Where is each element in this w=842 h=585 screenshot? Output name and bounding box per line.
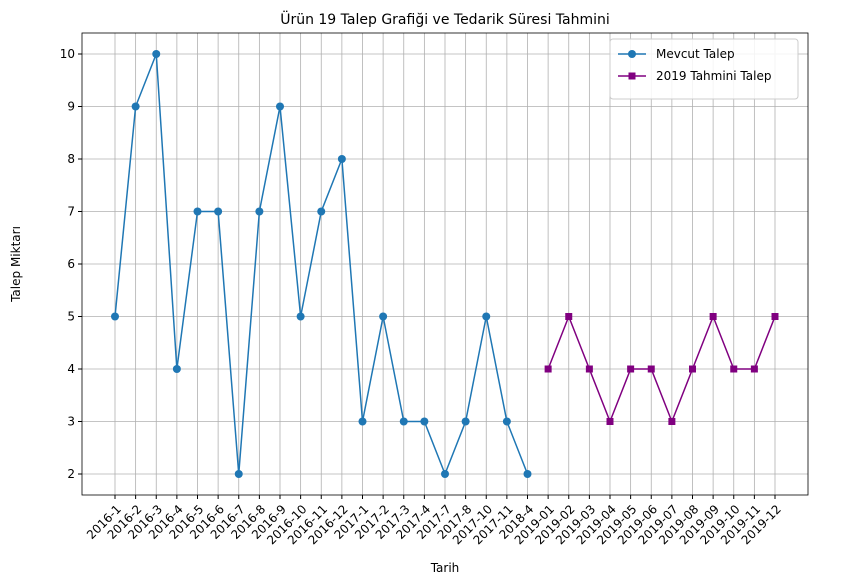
y-tick-label: 3 (67, 415, 75, 429)
marker (606, 418, 614, 425)
y-tick-label: 2 (67, 467, 75, 481)
marker (523, 470, 532, 478)
marker (276, 102, 284, 111)
marker (482, 312, 491, 321)
legend-label: Mevcut Talep (656, 47, 735, 61)
x-axis-label: Tarih (430, 561, 460, 575)
y-tick-label: 7 (67, 205, 75, 219)
marker (730, 365, 738, 373)
chart-title: Ürün 19 Talep Grafiği ve Tedarik Süresi … (280, 10, 610, 28)
marker (379, 312, 388, 321)
marker (111, 312, 119, 321)
grid (82, 33, 808, 495)
marker (668, 418, 676, 425)
marker (255, 207, 264, 216)
legend-marker (628, 72, 636, 80)
marker (585, 365, 593, 373)
marker (317, 207, 326, 216)
marker (420, 417, 429, 426)
legend-marker (628, 50, 636, 58)
marker (461, 417, 470, 426)
plot-frame (81, 32, 809, 496)
marker (214, 207, 223, 216)
marker (234, 470, 243, 478)
marker (441, 470, 449, 478)
marker (647, 365, 655, 373)
marker (750, 365, 758, 373)
marker (296, 312, 305, 321)
marker (172, 365, 181, 373)
legend-box (609, 38, 799, 100)
marker (358, 417, 367, 426)
y-axis-label: Talep Miktarı (9, 226, 23, 303)
marker (399, 417, 408, 426)
marker (709, 313, 717, 320)
marker (627, 365, 635, 373)
y-tick-label: 5 (67, 310, 75, 324)
y-tick-label: 8 (67, 152, 75, 166)
marker (689, 365, 696, 373)
marker (152, 50, 161, 58)
y-tick-label: 6 (67, 257, 75, 271)
y-tick-label: 4 (67, 362, 75, 376)
y-tick-label: 10 (60, 47, 75, 61)
marker (565, 313, 573, 320)
marker (544, 365, 552, 373)
marker (771, 313, 779, 320)
marker (131, 102, 140, 111)
marker (502, 417, 511, 426)
y-tick-label: 9 (67, 100, 75, 114)
marker (193, 207, 202, 216)
legend-label: 2019 Tahmini Talep (656, 69, 771, 83)
marker (337, 155, 346, 163)
